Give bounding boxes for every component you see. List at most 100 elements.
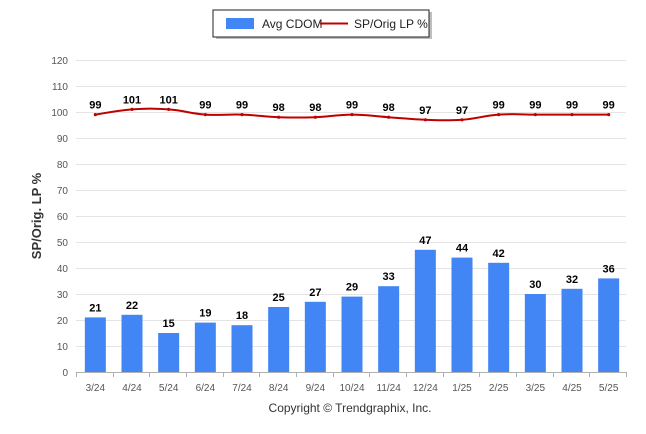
y-tick-label: 20	[57, 316, 69, 327]
legend-label-sp-orig-lp: SP/Orig LP %	[354, 17, 428, 31]
bar	[194, 322, 216, 372]
x-tick-label: 12/24	[413, 383, 438, 394]
line-data-label: 98	[309, 102, 321, 114]
line-point	[460, 118, 464, 122]
bar-data-label: 22	[126, 300, 138, 312]
y-tick-label: 50	[57, 238, 69, 249]
line-point	[497, 113, 501, 117]
data-labels: 21 22 15 19 18 25 27 29 33 47 44 42 30 32 36 99 101 101 99…	[89, 94, 615, 330]
bar-data-label: 47	[419, 235, 431, 247]
bar-data-label: 33	[383, 271, 395, 283]
line-point	[240, 113, 244, 117]
x-tick-label: 4/25	[562, 383, 582, 394]
line-data-label: 97	[456, 105, 468, 117]
bar-data-label: 42	[493, 248, 505, 260]
bar-data-label: 29	[346, 282, 358, 294]
x-tick-label: 10/24	[339, 383, 364, 394]
x-tick-label: 3/25	[526, 383, 546, 394]
bar	[231, 325, 253, 372]
y-tick-label: 0	[62, 368, 68, 379]
line-data-label: 99	[529, 100, 541, 112]
line-point	[130, 107, 134, 111]
y-tick-label: 10	[57, 342, 69, 353]
copyright-text: Copyright © Trendgraphix, Inc.	[269, 401, 432, 415]
line-point	[167, 107, 171, 111]
y-tick-label: 30	[57, 290, 69, 301]
line-point	[350, 113, 354, 117]
line-point	[533, 113, 537, 117]
line-data-label: 99	[493, 100, 505, 112]
line-data-label: 98	[273, 102, 285, 114]
x-tick-label: 6/24	[196, 383, 216, 394]
bar	[598, 278, 620, 372]
y-tick-label: 70	[57, 186, 69, 197]
x-tick-label: 4/24	[122, 383, 142, 394]
bars	[84, 249, 620, 372]
bar-data-label: 25	[273, 292, 285, 304]
x-tick-label: 5/25	[599, 383, 619, 394]
x-tick-label: 9/24	[306, 383, 326, 394]
x-tick-label: 7/24	[232, 383, 252, 394]
bar	[304, 301, 326, 372]
line-point	[277, 115, 281, 119]
line-point	[93, 113, 97, 117]
line-point	[313, 115, 317, 119]
gridlines	[76, 60, 626, 347]
line-data-label: 99	[199, 100, 211, 112]
bar-data-label: 18	[236, 310, 248, 322]
bar	[158, 333, 180, 372]
y-tick-label: 90	[57, 134, 69, 145]
axes: 0 10 20 30 40 50 60 70 80 90 100 110 120 3/24 4/24 5/24…	[51, 56, 627, 394]
bar	[84, 317, 106, 372]
line-data-label: 98	[383, 102, 395, 114]
bar	[414, 249, 436, 372]
line-data-label: 97	[419, 105, 431, 117]
legend-swatch-bar	[226, 18, 254, 29]
bar-data-label: 21	[89, 302, 101, 314]
line-point	[203, 113, 207, 117]
bar-data-label: 27	[309, 287, 321, 299]
line-data-label: 99	[236, 100, 248, 112]
legend: Avg CDOM SP/Orig LP %	[212, 9, 432, 39]
line-point	[423, 118, 427, 122]
bar	[378, 286, 400, 372]
x-tick-label: 8/24	[269, 383, 289, 394]
bar-data-label: 30	[529, 279, 541, 291]
bar	[488, 262, 510, 372]
x-tick-label: 2/25	[489, 383, 509, 394]
line-data-label: 99	[89, 100, 101, 112]
x-tick-label: 3/24	[86, 383, 106, 394]
y-tick-label: 80	[57, 160, 69, 171]
y-tick-label: 100	[51, 108, 68, 119]
bar	[121, 314, 143, 372]
bar-data-label: 44	[456, 243, 469, 255]
line-data-label: 101	[123, 94, 141, 106]
line-point	[387, 115, 391, 119]
y-tick-label: 120	[51, 56, 68, 67]
line-data-label: 99	[346, 100, 358, 112]
bar	[268, 307, 290, 372]
bar	[561, 288, 583, 372]
bar	[341, 296, 363, 372]
bar-data-label: 32	[566, 274, 578, 286]
bar	[451, 257, 473, 372]
bar-data-label: 36	[603, 263, 615, 275]
bar-data-label: 15	[163, 318, 175, 330]
line-data-label: 101	[159, 94, 177, 106]
line-point	[607, 113, 611, 117]
y-axis-title: SP/Orig. LP %	[29, 172, 44, 259]
x-tick-label: 5/24	[159, 383, 179, 394]
y-tick-label: 110	[52, 82, 68, 93]
line-point	[570, 113, 574, 117]
legend-label-avg-cdom: Avg CDOM	[262, 17, 322, 31]
y-tick-label: 40	[57, 264, 69, 275]
y-tick-label: 60	[57, 212, 69, 223]
x-tick-label: 1/25	[452, 383, 472, 394]
line-data-label: 99	[566, 100, 578, 112]
bar	[524, 294, 546, 372]
bar-data-label: 19	[199, 308, 211, 320]
line-data-label: 99	[603, 100, 615, 112]
x-tick-label: 11/24	[377, 383, 402, 394]
